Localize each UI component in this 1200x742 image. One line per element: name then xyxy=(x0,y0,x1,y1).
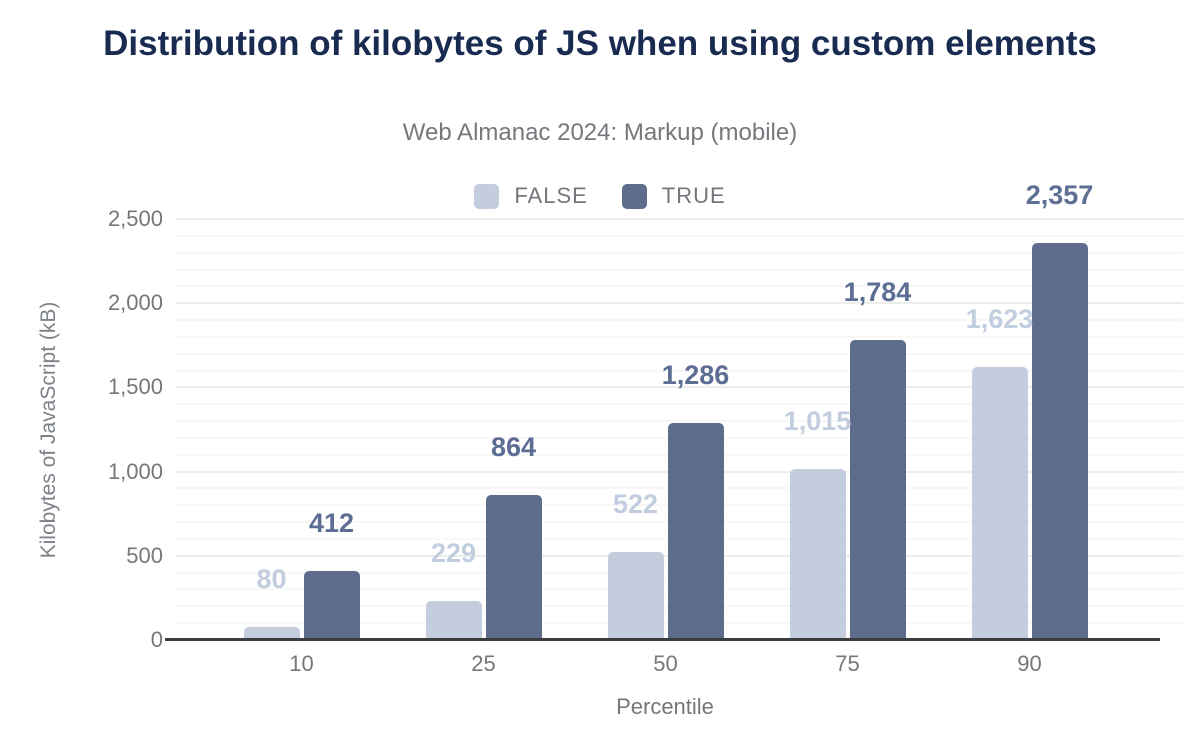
bar-false-p25 xyxy=(425,601,482,640)
legend-item-true: TRUE xyxy=(621,183,726,209)
value-label-true-p75: 1,784 xyxy=(843,276,912,307)
gridline-minor xyxy=(176,268,1183,271)
x-tick-label: 90 xyxy=(1017,651,1042,676)
bar-false-p50 xyxy=(607,552,664,640)
gridline-minor xyxy=(176,352,1183,355)
chart-subtitle: Web Almanac 2024: Markup (mobile) xyxy=(402,119,798,146)
x-tick-label: 75 xyxy=(835,651,860,676)
y-tick-label: 2,000 xyxy=(107,290,163,316)
legend-item-false: FALSE xyxy=(474,183,587,209)
value-label-false-p50: 522 xyxy=(612,489,659,520)
gridline-minor xyxy=(176,369,1183,372)
x-tick-label: 25 xyxy=(471,651,496,676)
bar-false-p90 xyxy=(971,366,1028,640)
bar-false-p75 xyxy=(789,469,846,640)
gridline-minor xyxy=(176,335,1183,338)
value-label-false-p25: 229 xyxy=(430,538,477,569)
value-label-true-p10: 412 xyxy=(308,507,355,538)
legend-swatch-false-icon xyxy=(474,183,500,209)
bar-true-p10 xyxy=(303,570,360,640)
bar-false-p10 xyxy=(243,626,300,640)
gridline-major xyxy=(176,302,1183,305)
gridline-minor xyxy=(176,234,1183,237)
value-label-true-p50: 1,286 xyxy=(661,360,730,391)
y-tick-label: 0 xyxy=(150,627,163,652)
x-axis-line xyxy=(165,638,1160,641)
gridline-minor xyxy=(176,285,1183,288)
bar-true-p90 xyxy=(1031,243,1088,640)
chart-title: Distribution of kilobytes of JS when usi… xyxy=(103,24,1097,63)
gridline-major xyxy=(176,218,1183,220)
y-tick-label: 500 xyxy=(126,542,163,568)
value-label-false-p10: 80 xyxy=(256,563,287,594)
bar-true-p50 xyxy=(667,423,724,640)
legend: FALSE TRUE xyxy=(0,183,1200,209)
bar-true-p75 xyxy=(849,339,906,640)
value-label-true-p25: 864 xyxy=(490,431,537,462)
value-label-false-p75: 1,015 xyxy=(783,406,852,437)
gridline-minor xyxy=(176,403,1183,406)
x-tick-label: 50 xyxy=(653,651,678,676)
value-label-false-p90: 1,623 xyxy=(965,303,1034,334)
legend-swatch-true-icon xyxy=(621,183,647,209)
gridline-minor xyxy=(176,319,1183,322)
y-tick-label: 1,500 xyxy=(107,374,163,400)
gridline-minor xyxy=(176,251,1183,254)
legend-label-false: FALSE xyxy=(514,183,588,208)
gridline-minor xyxy=(176,420,1183,423)
x-axis-title: Percentile xyxy=(616,694,714,719)
y-tick-label: 1,000 xyxy=(107,458,163,484)
bar-true-p25 xyxy=(485,494,542,640)
gridline-major xyxy=(176,386,1183,389)
legend-label-true: TRUE xyxy=(661,183,726,208)
y-tick-label: 2,500 xyxy=(107,206,163,231)
value-label-true-p90: 2,357 xyxy=(1025,180,1094,211)
x-tick-label: 10 xyxy=(289,651,314,676)
y-axis-title: Kilobytes of JavaScript (kB) xyxy=(37,301,60,559)
